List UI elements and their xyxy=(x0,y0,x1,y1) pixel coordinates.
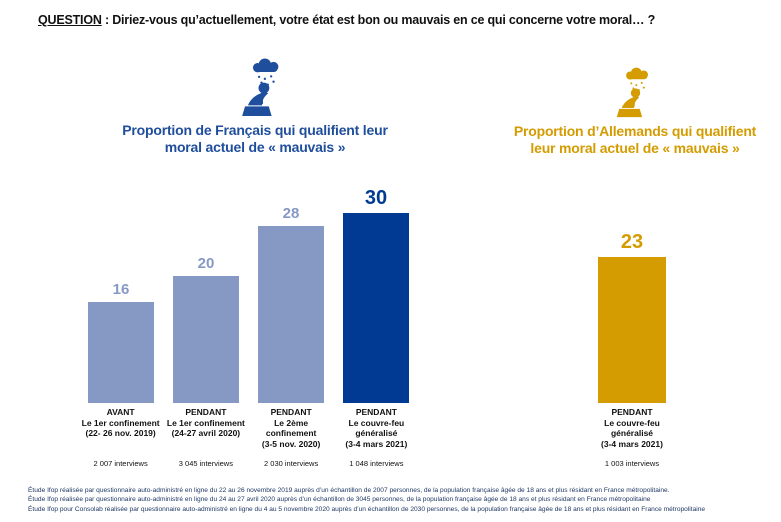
footnotes: Étude Ifop réalisée par questionnaire au… xyxy=(28,486,773,514)
sad-person-rain-cloud-icon xyxy=(232,55,290,126)
bar-category-label: AVANT Le 1er confinement (22- 26 nov. 2019… xyxy=(78,407,163,468)
germany-chart-title-line1: Proportion d’Allemands qui qualifient xyxy=(513,123,757,139)
bar xyxy=(258,226,324,403)
bar-column: 28 xyxy=(258,205,324,403)
sample-size-label: 1 003 interviews xyxy=(604,459,660,468)
question-text: : Diriez-vous qu’actuellement, votre éta… xyxy=(101,13,656,27)
question-label: QUESTION xyxy=(38,13,102,27)
france-bar-chart: 16 20 28 30 xyxy=(88,180,409,403)
bar-value-label: 16 xyxy=(112,281,130,298)
bar xyxy=(173,276,239,403)
bar-category-lines: PENDANT Le 1er confinement (24-27 avril 20… xyxy=(166,407,245,438)
bar-category-label: PENDANT Le couvre-feu généralisé (3-4 mars … xyxy=(585,407,679,468)
france-axis-labels: AVANT Le 1er confinement (22- 26 nov. 2019… xyxy=(78,407,419,468)
bar-value-label: 30 xyxy=(364,187,388,209)
sample-size-label: 2 030 interviews xyxy=(264,459,319,468)
bar-value-label: 23 xyxy=(620,231,644,253)
bar-category-label: PENDANT Le 1er confinement (24-27 avril 20… xyxy=(163,407,248,468)
germany-chart-title: Proportion d’Allemands qui qualifient le… xyxy=(488,123,781,157)
bar-category-label: PENDANT Le couvre-feu généralisé (3-4 mars … xyxy=(334,407,419,468)
question-title: QUESTION : Diriez-vous qu’actuellement, … xyxy=(38,13,758,27)
bar-column: 16 xyxy=(88,281,154,403)
bar-category-lines: PENDANT Le couvre-feu généralisé (3-4 mars … xyxy=(601,407,663,449)
germany-bar-chart: 23 xyxy=(598,180,666,403)
bar-value-label: 20 xyxy=(197,255,215,272)
bar xyxy=(343,213,409,403)
sample-size-label: 2 007 interviews xyxy=(93,459,148,468)
bar-column: 30 xyxy=(343,187,409,403)
bar-category-label: PENDANT Le 2ème confinement (3-5 nov. 2020)… xyxy=(249,407,334,468)
france-chart-title: Proportion de Français qui qualifient le… xyxy=(85,122,425,156)
sample-size-label: 3 045 interviews xyxy=(178,459,233,468)
bar-category-lines: PENDANT Le 2ème confinement (3-5 nov. 2020) xyxy=(261,407,321,449)
germany-chart-title-line2: leur moral actuel de « mauvais » xyxy=(530,140,740,156)
sad-person-rain-cloud-icon xyxy=(608,64,658,127)
bar xyxy=(88,302,154,403)
sample-size-label: 1 048 interviews xyxy=(349,459,404,468)
bar xyxy=(598,257,666,403)
germany-axis-labels: PENDANT Le couvre-feu généralisé (3-4 mars … xyxy=(585,407,679,468)
footnote-line: Étude Ifop réalisée par questionnaire au… xyxy=(28,496,651,504)
bar-column: 20 xyxy=(173,255,239,403)
bar-value-label: 28 xyxy=(282,205,300,222)
bar-category-lines: PENDANT Le couvre-feu généralisé (3-4 mars … xyxy=(345,407,408,449)
footnote-line: Étude Ifop pour Consolab réalisée par qu… xyxy=(28,505,706,513)
bar-column: 23 xyxy=(598,231,666,403)
footnote-line: Étude Ifop réalisée par questionnaire au… xyxy=(28,487,670,494)
bar-category-lines: AVANT Le 1er confinement (22- 26 nov. 2019… xyxy=(81,407,160,438)
france-chart-title-line2: moral actuel de « mauvais » xyxy=(164,139,346,155)
france-chart-title-line1: Proportion de Français qui qualifient le… xyxy=(122,122,388,138)
